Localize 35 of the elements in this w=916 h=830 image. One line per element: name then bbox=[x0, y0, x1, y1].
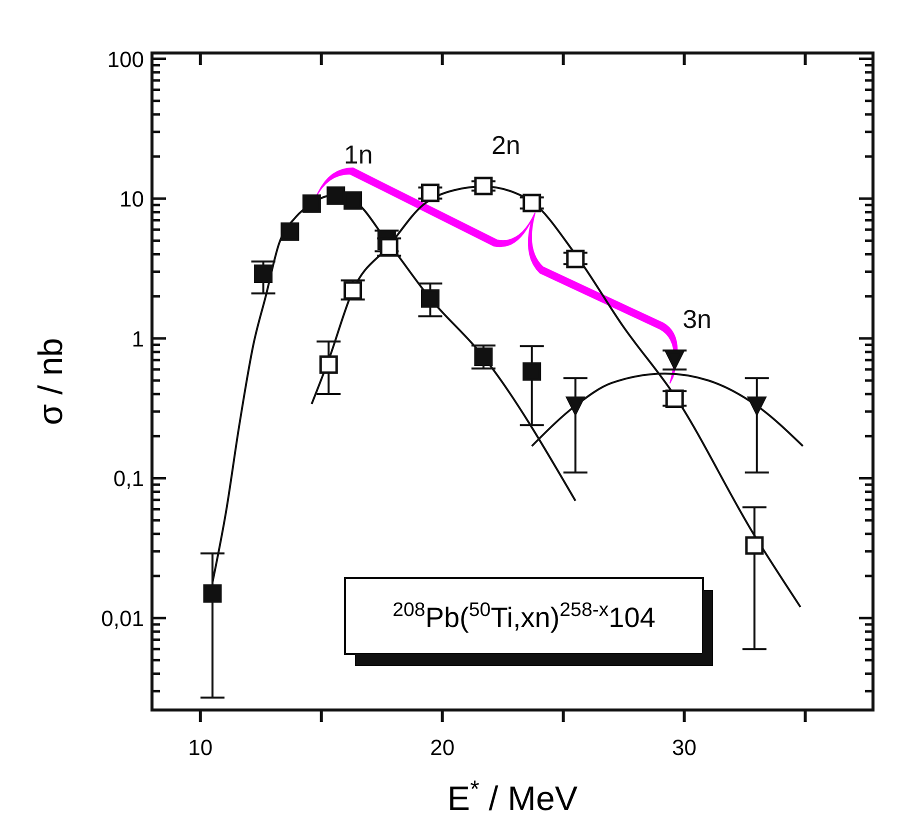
y-tick-label: 0,01 bbox=[101, 606, 144, 632]
point bbox=[745, 536, 764, 555]
y-axis-title: σ / nb bbox=[32, 338, 70, 426]
point bbox=[665, 390, 684, 408]
point bbox=[380, 238, 398, 256]
y-tick-label: 100 bbox=[107, 46, 144, 72]
point bbox=[566, 250, 585, 268]
point bbox=[254, 264, 273, 284]
point bbox=[302, 194, 321, 213]
point bbox=[522, 194, 542, 212]
x-tick-label: 10 bbox=[188, 735, 213, 760]
point bbox=[665, 350, 684, 370]
point bbox=[420, 184, 440, 202]
x-tick-label: 30 bbox=[672, 735, 697, 760]
point bbox=[344, 281, 362, 300]
x-axis-title: E$^{*}$ / MeV bbox=[447, 776, 578, 818]
point bbox=[420, 289, 440, 308]
point bbox=[566, 396, 585, 415]
point bbox=[344, 191, 362, 210]
series-label: 1n bbox=[344, 140, 373, 170]
point bbox=[280, 222, 300, 241]
point bbox=[748, 396, 766, 415]
y-tick-label: 0,1 bbox=[113, 466, 144, 492]
series-label: 3n bbox=[682, 304, 712, 334]
x-tick-label: 20 bbox=[430, 735, 455, 760]
series-label: 2n bbox=[491, 130, 520, 160]
y-tick-label: 1 bbox=[132, 326, 144, 352]
point bbox=[319, 355, 338, 374]
point bbox=[474, 176, 493, 196]
y-tick-label: 10 bbox=[120, 186, 144, 212]
point bbox=[474, 347, 493, 366]
point bbox=[522, 362, 542, 381]
point bbox=[326, 186, 346, 205]
annotation: $^{208}$Pb($^{50}$Ti,xn)$^{258-x}$104 bbox=[392, 599, 656, 633]
point bbox=[203, 584, 222, 603]
